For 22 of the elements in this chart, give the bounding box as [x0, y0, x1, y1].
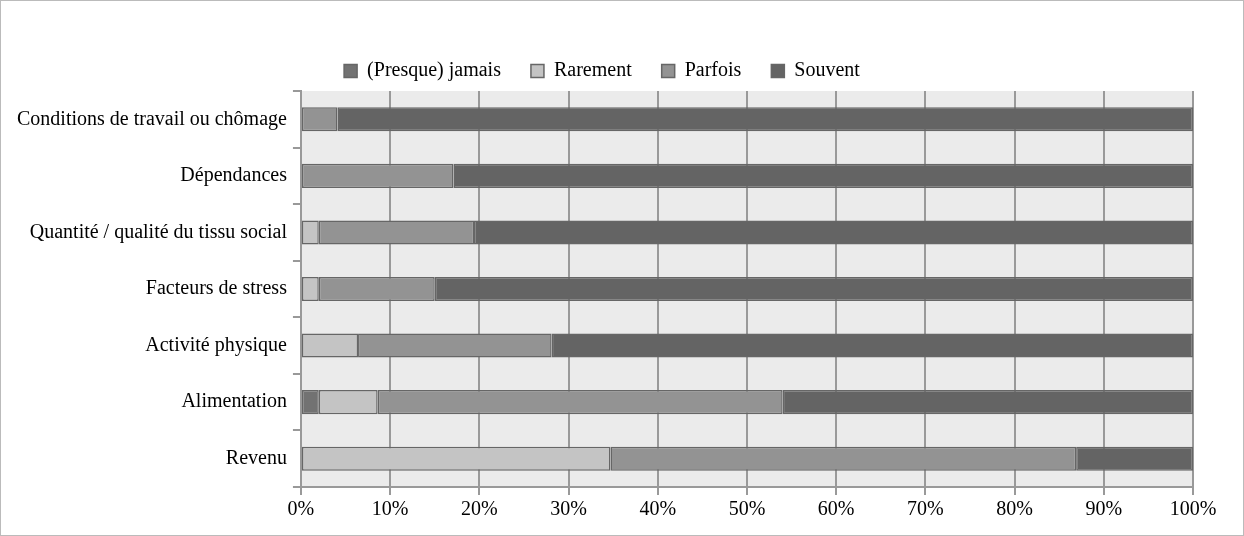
x-tick-label: 60% [817, 497, 855, 520]
x-tick-label: 50% [728, 497, 766, 520]
y-tick-label: Quantité / qualité du tissu social [29, 219, 288, 243]
x-tick-label: 100% [1169, 497, 1217, 520]
y-tick-label: Facteurs de stress [145, 276, 288, 299]
x-tick-label: 90% [1085, 497, 1123, 520]
legend-label: Souvent [794, 58, 861, 81]
legend-label: Parfois [684, 58, 742, 81]
y-tick-label: Alimentation [181, 389, 287, 412]
x-tick-label: 70% [907, 497, 944, 520]
y-tick-label: Dépendances [180, 163, 288, 187]
y-tick-label: Conditions de travail ou chômage [16, 106, 288, 130]
legend-label: Rarement [553, 58, 633, 81]
x-tick-label: 80% [996, 497, 1033, 520]
legend-label: (Presque) jamais [367, 58, 502, 82]
x-tick-label: 10% [371, 497, 409, 520]
x-tick-label: 40% [639, 497, 677, 520]
x-tick-label: 30% [550, 497, 587, 520]
y-tick-label: Activité physique [145, 332, 288, 356]
x-tick-label: 20% [461, 497, 498, 520]
y-tick-label: Revenu [225, 445, 287, 468]
x-tick-label: 0% [287, 497, 315, 520]
